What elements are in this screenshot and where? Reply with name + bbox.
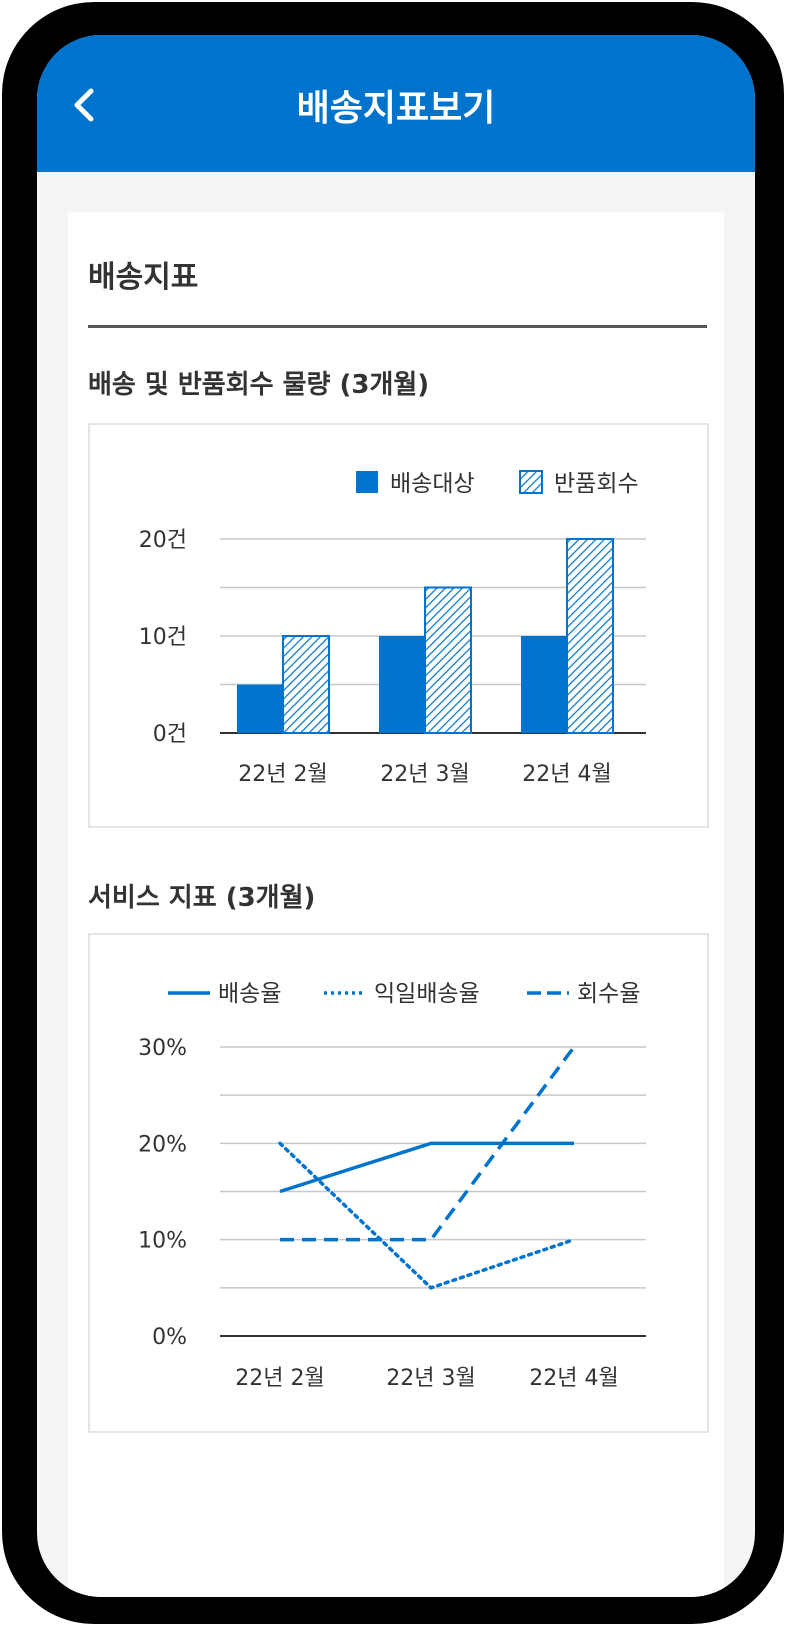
legend-label: 익일배송율 [374, 981, 480, 1007]
x-tick-label: 22년 2월 [238, 762, 327, 787]
app-header: 배송지표보기 [37, 35, 755, 172]
legend-label: 배송대상 [390, 471, 475, 497]
bar-delivery [521, 636, 567, 733]
legend-swatch [519, 470, 543, 494]
y-tick-label: 30% [138, 1036, 187, 1061]
series-line-dotted [278, 1141, 576, 1290]
bar-return [282, 635, 330, 734]
legend-label: 배송율 [218, 981, 281, 1007]
y-tick-label: 0% [152, 1325, 187, 1350]
series-line-solid [279, 1141, 574, 1194]
back-button[interactable] [55, 75, 115, 135]
bar-delivery [379, 636, 425, 733]
legend-label: 회수율 [577, 981, 640, 1007]
y-tick-label: 20건 [139, 528, 187, 553]
page-title: 배송지표보기 [296, 88, 496, 129]
y-tick-label: 0건 [153, 722, 187, 747]
y-tick-label: 20% [138, 1132, 187, 1157]
legend-label: 반품회수 [554, 471, 639, 497]
x-tick-label: 22년 4월 [529, 1366, 618, 1391]
section-title: 배송지표 [88, 260, 199, 295]
service-chart-title: 서비스 지표 (3개월) [88, 883, 316, 913]
bar-return [566, 538, 614, 734]
content-card: 배송지표 배송 및 반품회수 물량 (3개월) 0건 10건 20건 22년 2월 22… [68, 212, 724, 1597]
bar-return [424, 586, 472, 734]
volume-chart-box: 0건 10건 20건 22년 2월 22년 3월 22년 4월 배송대상 반품회수 [88, 423, 709, 828]
legend-swatch [356, 471, 378, 493]
x-tick-label: 22년 3월 [380, 762, 469, 787]
service-line-chart: 0% 10% 20% 30% 22년 2월 22년 3월 22년 4월 배송율 익일배송율 회수율 [138, 981, 646, 1391]
screen: 배송지표보기 배송지표 배송 및 반품회수 물량 (3개월) 0건 10건 20건 2… [37, 35, 755, 1597]
y-tick-label: 10% [138, 1229, 187, 1254]
service-chart-box: 0% 10% 20% 30% 22년 2월 22년 3월 22년 4월 배송율 익일배송율 회수율 [88, 933, 709, 1433]
chevron-left-icon [74, 88, 94, 122]
volume-chart-title: 배송 및 반품회수 물량 (3개월) [88, 370, 430, 400]
bar-delivery [237, 684, 283, 733]
x-tick-label: 22년 4월 [522, 762, 611, 787]
x-tick-label: 22년 2월 [235, 1366, 324, 1391]
series-line-dashed [280, 1045, 576, 1242]
y-tick-label: 10건 [139, 625, 187, 650]
section-divider [88, 325, 707, 328]
x-tick-label: 22년 3월 [386, 1366, 475, 1391]
volume-bar-chart: 0건 10건 20건 22년 2월 22년 3월 22년 4월 배송대상 반품회수 [139, 470, 646, 787]
